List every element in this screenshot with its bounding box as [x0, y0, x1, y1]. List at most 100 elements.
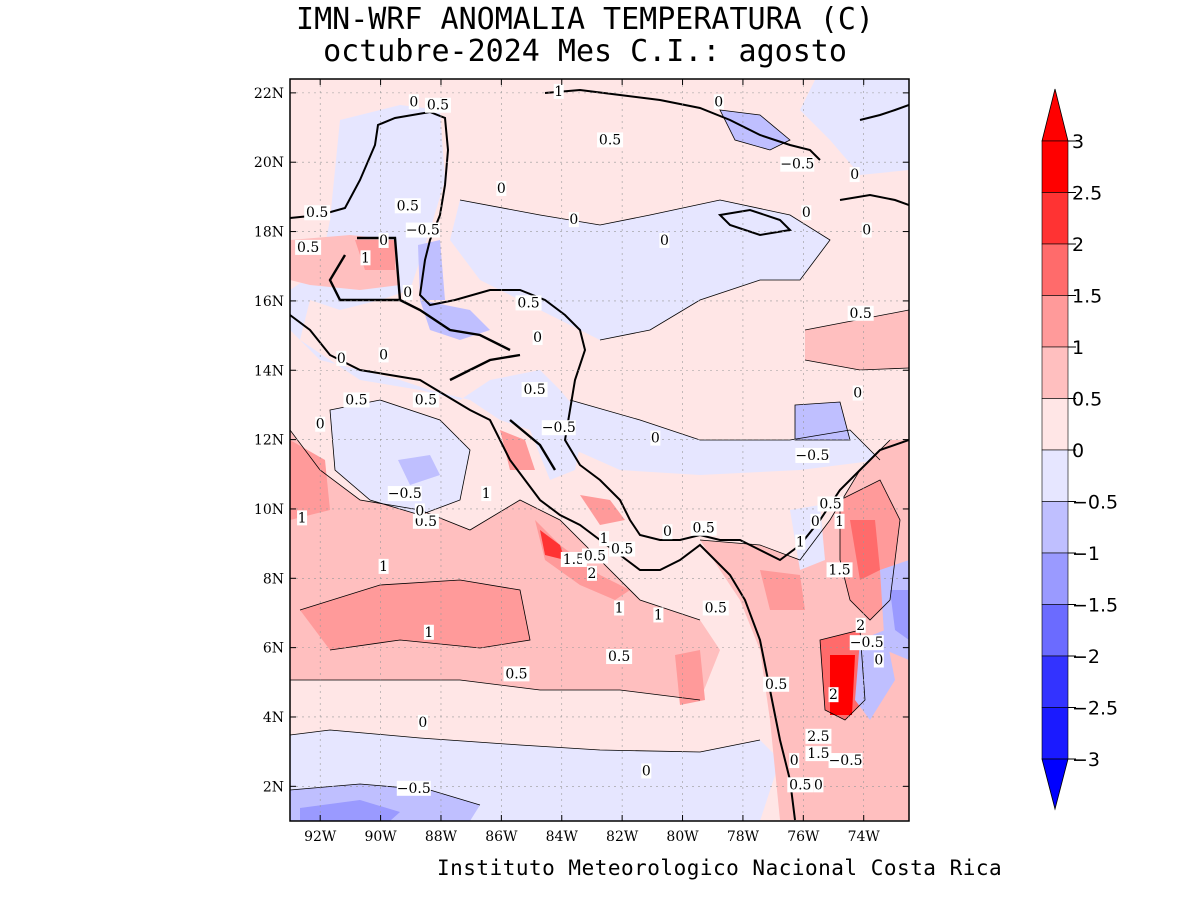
colorbar-segment — [1041, 192, 1069, 245]
lon-tick-label: 88W — [425, 829, 458, 845]
lon-tick-label: 86W — [485, 829, 518, 845]
contour-label-bg — [834, 513, 845, 529]
contour-label: −0.5 — [406, 223, 440, 239]
contour-label-bg — [496, 180, 507, 196]
lon-tick-label: 92W — [304, 829, 337, 845]
contour-label: 0 — [409, 94, 418, 110]
contour-label-bg — [653, 607, 664, 623]
colorbar-label: −1 — [1072, 543, 1100, 565]
contour-label-bg — [360, 250, 371, 266]
contour-label-bg — [828, 753, 863, 769]
lat-tick-label: 10N — [254, 502, 284, 518]
contour-label-bg — [805, 728, 832, 744]
colorbar-segment — [1041, 501, 1069, 554]
country-borders — [328, 236, 557, 471]
contour-label: 0 — [874, 653, 883, 669]
contour-label: 0 — [853, 386, 862, 402]
contour-label: 0 — [802, 205, 811, 221]
contour-label-bg — [597, 132, 624, 148]
contour-label: 0.5 — [584, 548, 606, 564]
contour-label-bg — [515, 295, 542, 311]
contour-label-bg — [852, 385, 863, 401]
contour-label-bg — [532, 330, 543, 346]
colorbar-segment — [1041, 552, 1069, 605]
contour-label-bg — [417, 714, 428, 730]
contour-label: 0 — [660, 233, 669, 249]
contour-label-bg — [503, 666, 530, 682]
contour-label: 0 — [569, 212, 578, 228]
contour-label: 1 — [554, 84, 563, 100]
colorbar-segment — [1041, 449, 1069, 502]
lat-tick-label: 20N — [254, 155, 284, 171]
contour-label-bg — [659, 232, 670, 248]
colorbar-label: −3 — [1072, 749, 1100, 771]
contour-label-bg — [855, 617, 866, 633]
contour-label-bg — [795, 534, 806, 550]
contour-label: 0.5 — [306, 205, 328, 221]
contour-label: 0.5 — [415, 392, 437, 408]
contour-label: 0 — [663, 524, 672, 540]
lat-tick-label: 16N — [254, 294, 284, 310]
contour-label: 1.5 — [807, 746, 829, 762]
contour-label: 1 — [379, 559, 388, 575]
contour-label-bg — [586, 565, 597, 581]
contour-label: 0.5 — [608, 649, 630, 665]
contour-label-bg — [662, 524, 673, 540]
lat-tick-label: 12N — [254, 433, 284, 449]
contour-label: 0 — [714, 94, 723, 110]
contour-label-bg — [560, 551, 587, 567]
contour-label-bg — [650, 430, 661, 446]
contour-label-bg — [614, 600, 625, 616]
contour-label: 1 — [298, 510, 307, 526]
colorbar-label: 2 — [1072, 234, 1084, 256]
contour-label-bg — [606, 649, 633, 665]
contour-label-bg — [412, 392, 439, 408]
lat-tick-label: 6N — [263, 641, 284, 657]
graticule — [290, 79, 909, 821]
contour-label: −0.5 — [397, 781, 431, 797]
contour-label: 0 — [651, 431, 660, 447]
colorbar-label: −1.5 — [1072, 595, 1118, 617]
contour-label: 0.5 — [599, 132, 621, 148]
map-axes: 22N 20N 18N 16N 14N 12N 10N 8N 6N 4N 2N 92W 90W 88W 86… — [254, 79, 909, 845]
contour-label: 0.5 — [765, 677, 787, 693]
contour-label-bg — [801, 205, 812, 221]
lon-tick-label: 82W — [606, 829, 639, 845]
map-subtitle: octubre-2024 Mes C.I.: agosto — [323, 34, 847, 69]
contour-label: 1 — [796, 535, 805, 551]
contour-label: 0.5 — [505, 666, 527, 682]
contour-label-bg — [414, 503, 425, 519]
contour-label-bg — [378, 232, 389, 248]
contour-label: 0 — [533, 330, 542, 346]
contour-label-bg — [641, 763, 652, 779]
contour-label-bg — [568, 212, 579, 228]
colorbar-label: −2.5 — [1072, 698, 1118, 720]
contour-label: 0 — [862, 223, 871, 239]
contour-label-bg — [343, 392, 370, 408]
contour-label-bg — [378, 558, 389, 574]
lon-tick-label: 78W — [727, 829, 760, 845]
lat-tick-label: 2N — [263, 779, 284, 795]
contour-label: 0.5 — [705, 600, 727, 616]
contour-label-bg — [396, 780, 431, 796]
contour-label: 1 — [424, 625, 433, 641]
colorbar-label: −0.5 — [1072, 492, 1118, 514]
colorbar-label: −2 — [1072, 646, 1100, 668]
contour-label-bg — [581, 548, 608, 564]
colorbar-segment — [1041, 655, 1069, 708]
contour-label: 2.5 — [807, 729, 829, 745]
contour-label-bg — [787, 777, 814, 793]
contour-label-bg — [826, 562, 853, 578]
contour-label-bg — [849, 167, 860, 183]
colorbar-label: 3 — [1072, 131, 1084, 153]
contour-label: 0 — [497, 181, 506, 197]
contour-label: 1.5 — [828, 562, 850, 578]
contour-label: 0 — [814, 777, 823, 793]
contour-labels: 0 0.5 1 0.5 0 −0.5 0 0 0.5 0.5 −0.5 0 0 0 0 0.5 1 0 0 0.5 0.… — [295, 83, 884, 797]
contour-label: 0 — [337, 351, 346, 367]
contour-label-bg — [541, 420, 576, 436]
colorbar-segment — [1041, 140, 1069, 193]
contour-label-bg — [402, 284, 413, 300]
colorbar-segment — [1041, 604, 1069, 657]
contour-label-bg — [408, 94, 419, 110]
